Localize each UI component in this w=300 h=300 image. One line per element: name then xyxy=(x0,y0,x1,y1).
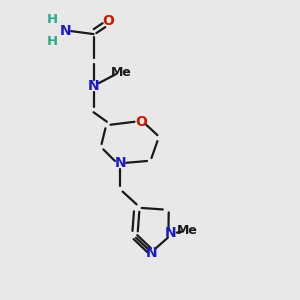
Text: Me: Me xyxy=(177,224,198,237)
Text: Me: Me xyxy=(111,66,132,79)
Text: N: N xyxy=(165,226,177,240)
Text: N: N xyxy=(59,24,71,38)
Text: N: N xyxy=(146,245,157,260)
Text: H: H xyxy=(46,13,58,26)
Text: H: H xyxy=(46,35,58,48)
Text: N: N xyxy=(115,156,126,170)
Text: O: O xyxy=(135,115,147,129)
Text: O: O xyxy=(103,14,114,28)
Text: N: N xyxy=(88,79,99,93)
